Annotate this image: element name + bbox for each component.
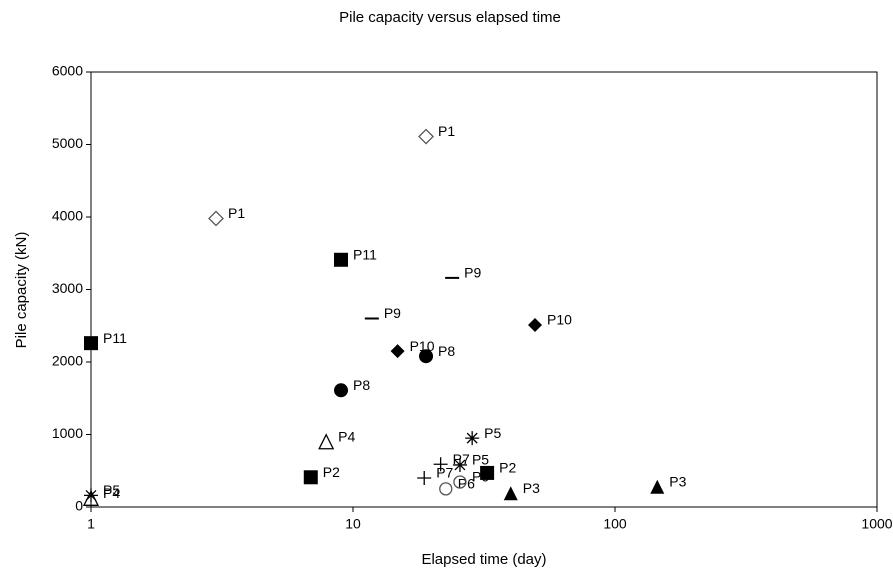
marker xyxy=(334,252,349,267)
marker xyxy=(480,465,495,480)
marker xyxy=(390,344,405,359)
marker xyxy=(84,488,98,503)
marker xyxy=(439,482,453,496)
marker xyxy=(334,383,349,398)
point-label: P10 xyxy=(547,312,572,328)
point-label: P4 xyxy=(338,428,355,444)
point-label: P7 xyxy=(436,465,453,481)
point-label: P2 xyxy=(323,464,340,480)
marker xyxy=(503,486,518,501)
marker xyxy=(84,336,98,351)
point-label: P8 xyxy=(353,377,370,393)
y-tick-label: 1000 xyxy=(52,425,83,441)
marker xyxy=(453,475,467,489)
point-label: P3 xyxy=(523,480,540,496)
point-label: P11 xyxy=(103,330,127,346)
marker xyxy=(419,349,434,364)
point-label: P2 xyxy=(499,460,516,476)
chart-title: Pile capacity versus elapsed time xyxy=(339,9,561,26)
marker xyxy=(417,471,432,485)
y-tick-label: 2000 xyxy=(52,353,83,369)
y-tick-label: 5000 xyxy=(52,135,83,151)
point-label: P5 xyxy=(484,425,501,441)
point-label: P10 xyxy=(410,338,435,354)
point-label: P7 xyxy=(453,451,470,467)
marker xyxy=(318,433,335,450)
x-tick-label: 100 xyxy=(603,516,627,532)
point-label: P8 xyxy=(438,343,455,359)
marker xyxy=(650,479,665,494)
marker xyxy=(303,470,318,485)
marker xyxy=(465,431,480,446)
point-label: P11 xyxy=(353,246,377,262)
x-tick-label: 1000 xyxy=(861,516,892,532)
marker xyxy=(527,318,542,333)
x-tick-label: 10 xyxy=(345,516,361,532)
marker xyxy=(208,210,224,227)
y-tick-label: 0 xyxy=(75,498,83,514)
point-label: P4 xyxy=(103,485,120,501)
plot-frame xyxy=(90,71,878,508)
point-label: P9 xyxy=(384,305,401,321)
marker xyxy=(418,128,434,145)
y-tick-label: 6000 xyxy=(52,63,83,79)
point-label: P1 xyxy=(228,205,245,221)
point-label: P3 xyxy=(669,473,686,489)
marker xyxy=(433,457,448,472)
point-label: P9 xyxy=(464,265,481,281)
point-label: P1 xyxy=(438,123,455,139)
y-tick-label: 4000 xyxy=(52,208,83,224)
marker xyxy=(452,457,467,472)
x-axis-title: Elapsed time (day) xyxy=(421,551,546,568)
point-label: P5 xyxy=(472,452,489,468)
y-axis-title: Pile capacity (kN) xyxy=(13,232,30,349)
point-label: P6 xyxy=(472,469,489,485)
x-tick-label: 1 xyxy=(87,516,95,532)
y-tick-label: 3000 xyxy=(52,280,83,296)
point-label: P5 xyxy=(103,482,120,498)
